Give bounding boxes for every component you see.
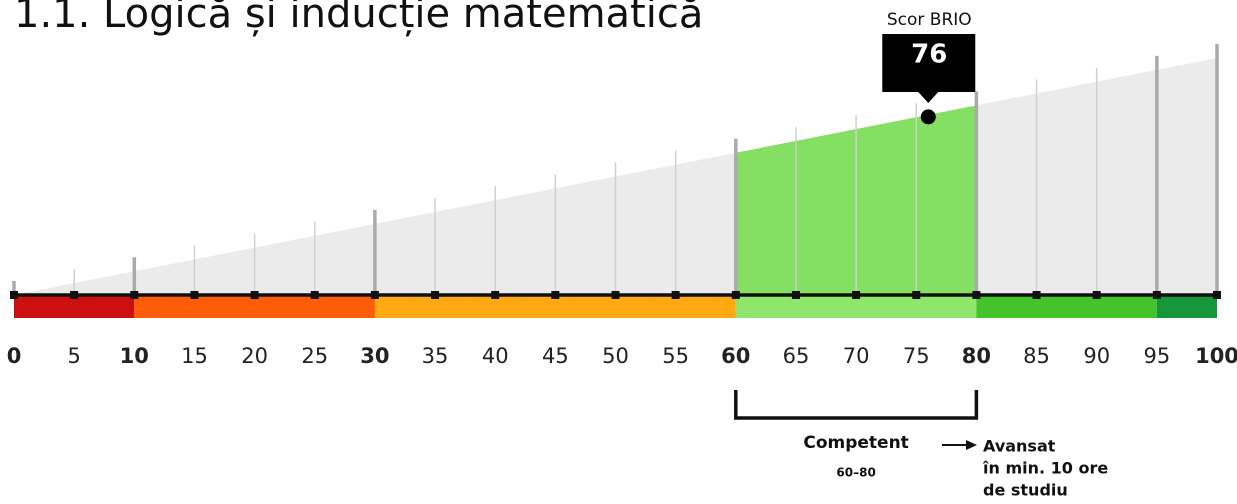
tick-marker (70, 291, 79, 299)
tick-marker (491, 291, 500, 299)
tick-marker (791, 291, 800, 299)
tick-marker (250, 291, 259, 299)
tick-label: 100 (1195, 344, 1237, 368)
tick-marker (431, 291, 440, 299)
tick-marker (611, 291, 620, 299)
tick-label: 30 (360, 344, 389, 368)
tick-label: 95 (1143, 344, 1170, 368)
tick-label: 55 (662, 344, 689, 368)
tick-label: 0 (7, 344, 22, 368)
tick-label: 25 (301, 344, 328, 368)
tick-label: 75 (903, 344, 930, 368)
tick-label: 20 (241, 344, 268, 368)
band (735, 295, 977, 318)
tick-marker (1092, 291, 1101, 299)
tick-label: 5 (67, 344, 80, 368)
tick-marker (310, 291, 319, 299)
score-dot (920, 109, 936, 125)
tick-marker (1152, 291, 1161, 299)
band (134, 295, 375, 318)
tick-marker (551, 291, 560, 299)
arrow-head (966, 440, 977, 450)
tick-marker (671, 291, 680, 299)
tick-marker (912, 291, 921, 299)
tick-label: 40 (482, 344, 509, 368)
band (14, 295, 135, 318)
tick-label: 15 (181, 344, 208, 368)
tick-marker (731, 291, 740, 299)
band (976, 295, 1157, 318)
tick-marker (1213, 291, 1221, 299)
title: 1.1. Logică și inducție matematică (14, 0, 703, 37)
tick-marker (972, 291, 981, 299)
tick-marker (190, 291, 199, 299)
level-name: Competent (803, 433, 908, 453)
tick-label: 10 (120, 344, 149, 368)
level-bracket (734, 390, 979, 420)
tick-label: 45 (542, 344, 569, 368)
next-line: în min. 10 ore (982, 459, 1108, 478)
tick-label: 85 (1023, 344, 1050, 368)
tick-marker (370, 291, 379, 299)
band (1156, 295, 1217, 318)
tick-marker (10, 291, 18, 299)
tick-label: 60 (721, 344, 750, 368)
tick-marker (130, 291, 139, 299)
band (374, 295, 736, 318)
next-line: de studiu (983, 481, 1068, 500)
score-value: 76 (911, 40, 947, 70)
tick-marker (852, 291, 861, 299)
next-name: Avansat (983, 437, 1056, 456)
tick-label: 90 (1083, 344, 1110, 368)
tick-label: 70 (843, 344, 870, 368)
level-range: 60–80 (836, 466, 875, 480)
tick-label: 35 (422, 344, 449, 368)
tick-label: 80 (962, 344, 991, 368)
tick-label: 65 (783, 344, 810, 368)
tick-marker (1032, 291, 1041, 299)
score-label: Scor BRIO (887, 10, 972, 30)
score-callout (882, 34, 976, 103)
tick-label: 50 (602, 344, 629, 368)
